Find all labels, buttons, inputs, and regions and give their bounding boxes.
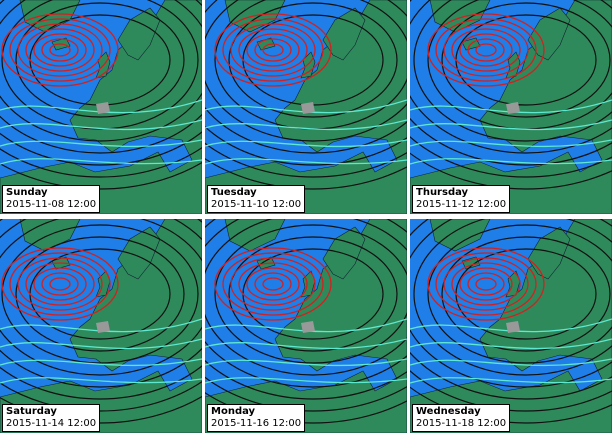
weather-map (410, 219, 612, 433)
map-panel: Saturday 2015-11-14 12:00 (0, 219, 202, 433)
date-label: Saturday 2015-11-14 12:00 (2, 404, 101, 432)
weekday: Saturday (6, 406, 57, 417)
map-panel: Thursday 2015-11-12 12:00 (410, 0, 612, 214)
date-label: Thursday 2015-11-12 12:00 (412, 185, 511, 213)
weekday: Thursday (416, 187, 469, 198)
date-label: Monday 2015-11-16 12:00 (207, 404, 306, 432)
timestamp: 2015-11-12 12:00 (416, 199, 507, 210)
map-panel: Wednesday 2015-11-18 12:00 (410, 219, 612, 433)
weather-map (205, 219, 407, 433)
timestamp: 2015-11-10 12:00 (211, 199, 302, 210)
timestamp: 2015-11-14 12:00 (6, 418, 97, 429)
weather-map (0, 0, 202, 214)
date-label: Wednesday 2015-11-18 12:00 (412, 404, 511, 432)
map-panel: Tuesday 2015-11-10 12:00 (205, 0, 407, 214)
weather-map (205, 0, 407, 214)
date-label: Sunday 2015-11-08 12:00 (2, 185, 101, 213)
weather-map (410, 0, 612, 214)
weekday: Wednesday (416, 406, 481, 417)
map-panel: Sunday 2015-11-08 12:00 (0, 0, 202, 214)
timestamp: 2015-11-08 12:00 (6, 199, 97, 210)
date-label: Tuesday 2015-11-10 12:00 (207, 185, 306, 213)
timestamp: 2015-11-16 12:00 (211, 418, 302, 429)
weather-map (0, 219, 202, 433)
weekday: Tuesday (211, 187, 257, 198)
map-panel: Monday 2015-11-16 12:00 (205, 219, 407, 433)
timestamp: 2015-11-18 12:00 (416, 418, 507, 429)
weekday: Sunday (6, 187, 48, 198)
weekday: Monday (211, 406, 256, 417)
